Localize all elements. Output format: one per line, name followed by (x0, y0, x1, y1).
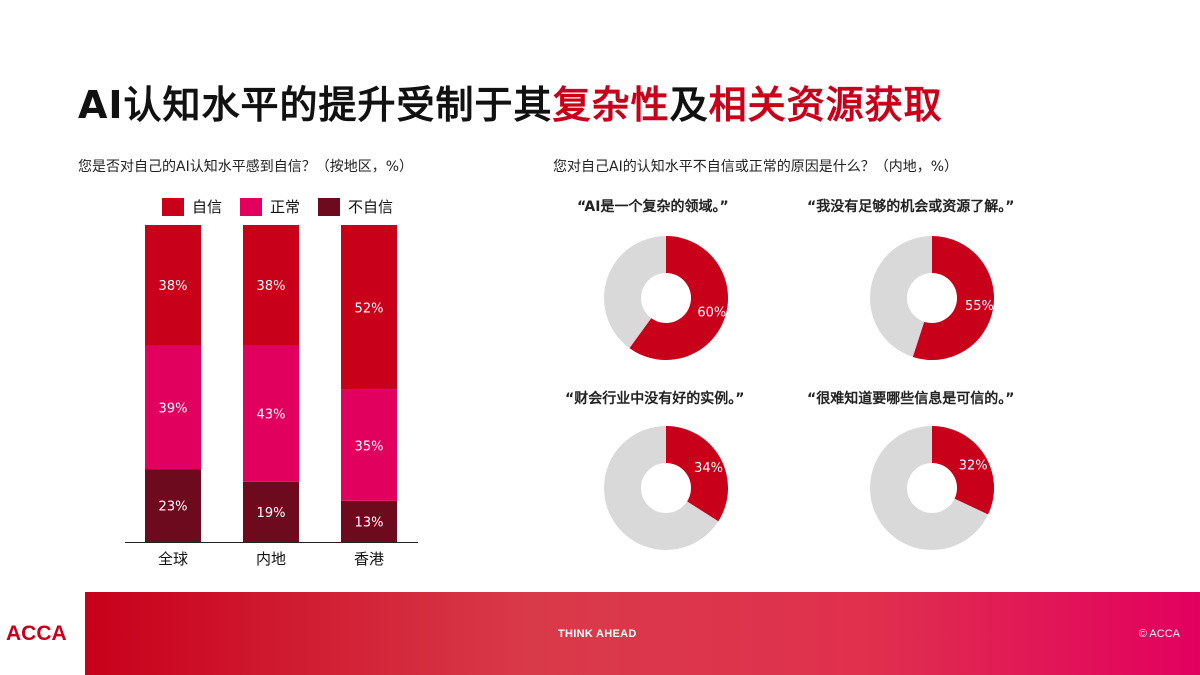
bar-chart-legend: 自信 正常 不自信 (162, 196, 411, 217)
donut-quote-4: “很难知道要哪些信息是可信的。” (807, 391, 1015, 407)
logo-box: ACCA (0, 592, 85, 675)
x-tick-label: 内地 (256, 550, 286, 568)
bar-segment-confident (145, 225, 201, 346)
footer-band (85, 592, 1200, 675)
legend-swatch-not-confident (318, 197, 341, 216)
bar-segment-normal (145, 345, 201, 470)
title-part1: AI认知水平的提升受制于其 (78, 83, 553, 127)
donut-value-label: 55% (965, 299, 994, 314)
footer-copyright: © ACCA (1138, 628, 1180, 640)
bar-segment-not-confident (145, 469, 201, 542)
bar-value-label: 35% (355, 439, 384, 454)
donut-value-label: 60% (697, 306, 726, 321)
title-part3: 及 (669, 83, 709, 127)
legend-item-confident: 自信 (162, 196, 222, 217)
legend-label-confident: 自信 (192, 198, 223, 216)
donut-value-label: 32% (959, 458, 988, 473)
x-tick-label: 全球 (158, 550, 188, 568)
footer: ACCA THINK AHEAD © ACCA (0, 592, 1200, 675)
legend-item-not-confident: 不自信 (318, 196, 393, 217)
donut-quote-3: “财会行业中没有好的实例。” (565, 391, 745, 407)
bar-value-label: 19% (257, 506, 286, 521)
bar-value-label: 38% (257, 279, 286, 294)
donut-hole (907, 463, 957, 513)
bar-segment-normal (341, 389, 397, 501)
x-tick-label: 香港 (354, 550, 384, 568)
donut-hole (641, 273, 691, 323)
legend-item-normal: 正常 (240, 196, 300, 217)
title-part2: 复杂性 (552, 83, 670, 127)
legend-label-not-confident: 不自信 (348, 198, 394, 216)
donut-chart-1: 60% (604, 236, 728, 360)
bar-segment-confident (243, 225, 299, 346)
bar-value-label: 52% (355, 301, 384, 316)
donut-hole (641, 463, 691, 513)
bar-segment-not-confident (243, 481, 299, 542)
donut-chart-4: 32% (870, 426, 994, 550)
donut-value-label: 34% (694, 461, 723, 476)
bar-value-label: 38% (159, 279, 188, 294)
bar-value-label: 23% (159, 500, 188, 515)
donut-quote-1: “AI是一个复杂的领域。” (577, 199, 729, 215)
page-title: AI认知水平的提升受制于其复杂性及相关资源获取 (78, 74, 943, 129)
bar-value-label: 43% (257, 408, 286, 423)
title-part4: 相关资源获取 (708, 83, 943, 127)
donut-quote-2: “我没有足够的机会或资源了解。” (807, 199, 1015, 215)
legend-swatch-confident (162, 197, 184, 216)
legend-label-normal: 正常 (270, 198, 301, 216)
stacked-bar-chart: 23% 39% 38% 全球 19% 43% 38% 内地 13% 35% 52% 香港 (125, 225, 418, 568)
bar-segment-not-confident (341, 500, 397, 542)
footer-tagline: THINK AHEAD (558, 628, 637, 640)
bar-value-label: 39% (159, 401, 188, 416)
donut-chart-3: 34% (604, 426, 728, 550)
donut-hole (907, 273, 957, 323)
bar-chart-subtitle: 您是否对自己的AI认知水平感到自信？（按地区，%） (78, 159, 414, 175)
donut-chart-2: 55% (870, 236, 994, 360)
donut-chart-subtitle: 您对自己AI的认知水平不自信或正常的原因是什么？（内地，%） (553, 159, 959, 175)
bar-value-label: 13% (355, 515, 384, 530)
bar-segment-normal (243, 345, 299, 482)
acca-logo: ACCA (6, 622, 67, 645)
bar-segment-confident (341, 225, 397, 390)
legend-swatch-normal (240, 197, 263, 216)
